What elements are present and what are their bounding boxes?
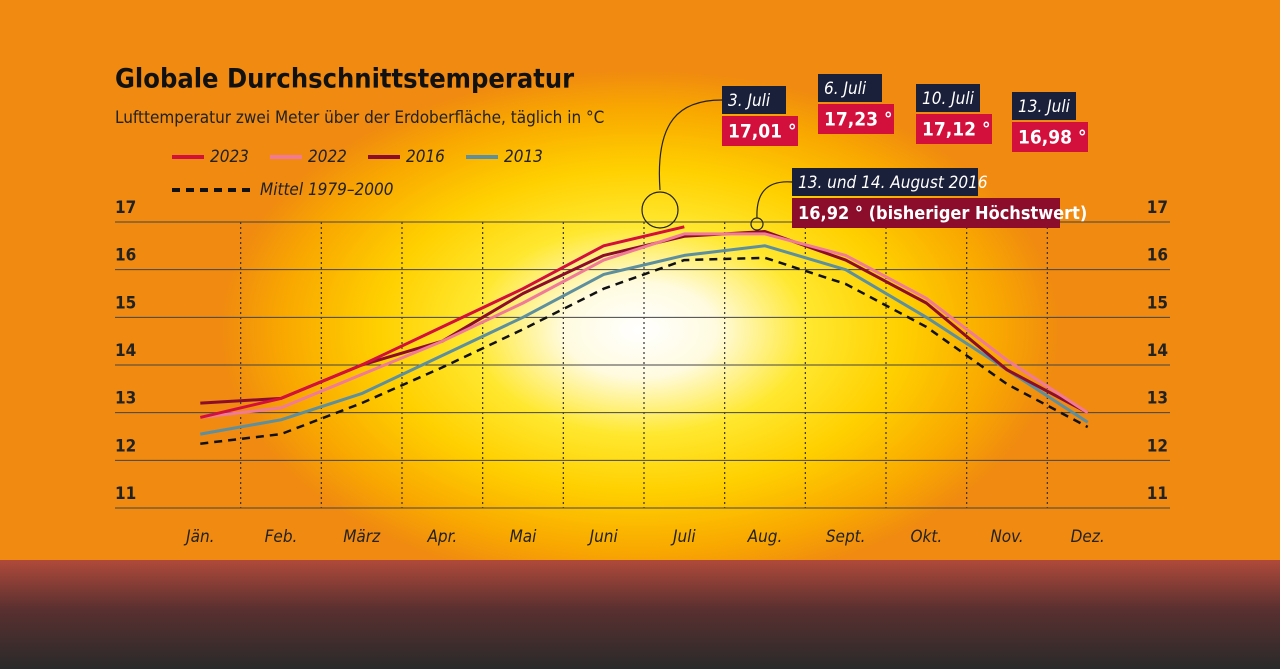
- y-tick-label-right: 11: [1147, 484, 1168, 504]
- x-tick-label: Dez.: [1071, 527, 1105, 547]
- annotation-date: 13. und 14. August 2016: [798, 173, 988, 193]
- annotation-value: 17,12 °: [922, 119, 991, 141]
- annotation-date-box: [916, 84, 980, 112]
- y-tick-label-right: 14: [1147, 341, 1168, 361]
- x-tick-label: März: [343, 527, 381, 547]
- x-tick-label: Juni: [587, 527, 619, 547]
- x-tick-label: Okt.: [910, 527, 942, 547]
- x-tick-label: Juli: [670, 527, 696, 547]
- annotation-date: 3. Juli: [728, 91, 771, 111]
- x-tick-label: Aug.: [747, 527, 783, 547]
- y-tick-label: 16: [115, 246, 136, 266]
- y-tick-label: 17: [115, 198, 136, 218]
- legend-label: 2016: [406, 147, 445, 167]
- legend-label: Mittel 1979–2000: [260, 180, 393, 200]
- series-line: [200, 244, 1089, 436]
- annotation-date-box: [818, 74, 882, 102]
- annotation-date: 6. Juli: [824, 79, 867, 99]
- y-tick-label-right: 12: [1147, 436, 1168, 456]
- y-tick-label: 11: [115, 484, 136, 504]
- annotation-value-box: [792, 198, 1060, 228]
- x-tick-label: Mai: [510, 527, 538, 547]
- annotation-value-box: [1012, 122, 1088, 152]
- legend-label: 2023: [210, 147, 249, 167]
- series-line: [200, 256, 1089, 445]
- y-tick-label: 15: [115, 293, 136, 313]
- y-tick-label-right: 16: [1147, 246, 1168, 266]
- legend-label: 2022: [308, 147, 347, 167]
- callout-circle: [750, 217, 764, 231]
- callout-circle: [641, 191, 679, 229]
- annotation-value: 16,98 °: [1018, 127, 1087, 149]
- x-tick-label: Nov.: [990, 527, 1023, 547]
- y-tick-label-right: 15: [1147, 293, 1168, 313]
- y-tick-label: 14: [115, 341, 136, 361]
- annotation-date-box: [1012, 92, 1076, 120]
- y-tick-label-right: 13: [1147, 389, 1168, 409]
- chart-title: Globale Durchschnittstemperatur: [115, 64, 574, 95]
- annotation-value: 16,92 ° (bisheriger Höchstwert): [798, 203, 1087, 224]
- x-tick-label: Feb.: [265, 527, 298, 547]
- callout-line: [658, 99, 723, 191]
- y-tick-label-right: 17: [1147, 198, 1168, 218]
- y-tick-label: 13: [115, 389, 136, 409]
- series-line: [199, 225, 685, 419]
- landscape: [0, 560, 1280, 669]
- y-tick-label: 12: [115, 436, 136, 456]
- legend-label: 2013: [504, 147, 543, 167]
- annotation-date: 10. Juli: [922, 89, 975, 109]
- callout-line: [756, 181, 793, 219]
- annotation-value-box: [818, 104, 894, 134]
- annotation-date-box: [792, 168, 978, 196]
- series-line: [200, 232, 1089, 419]
- x-tick-label: Jän.: [183, 527, 214, 547]
- annotation-value: 17,01 °: [728, 121, 797, 143]
- annotation-value: 17,23 °: [824, 109, 893, 131]
- x-tick-label: Apr.: [426, 527, 457, 547]
- annotation-value-box: [722, 116, 798, 146]
- annotation-date: 13. Juli: [1018, 97, 1071, 117]
- annotation-value-box: [916, 114, 992, 144]
- annotation-date-box: [722, 86, 786, 114]
- chart-subtitle: Lufttemperatur zwei Meter über der Erdob…: [115, 108, 604, 128]
- x-tick-label: Sept.: [826, 527, 866, 547]
